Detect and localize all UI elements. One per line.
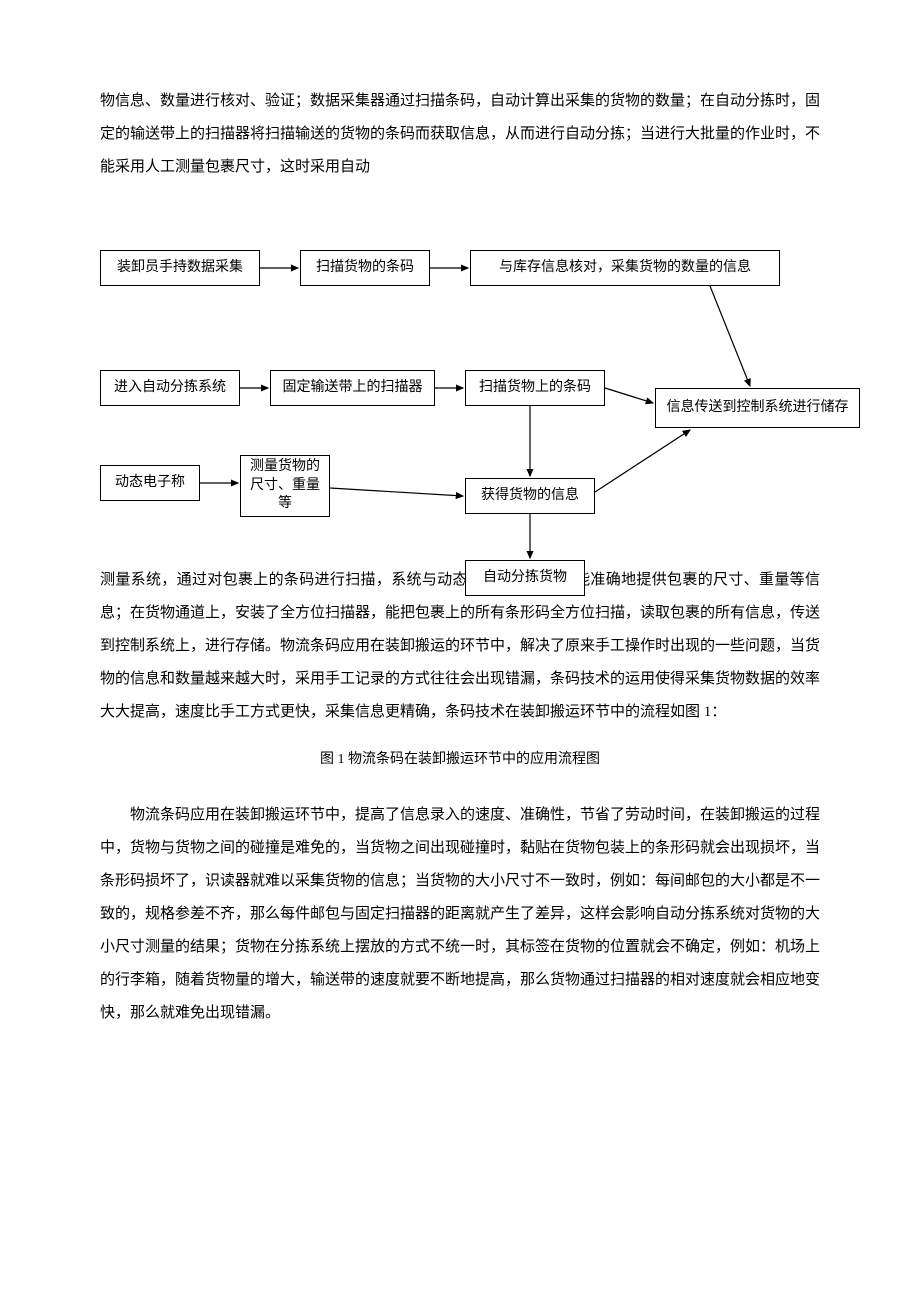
flowchart-node-n4: 进入自动分拣系统 xyxy=(100,370,240,406)
paragraph-3: 物流条码应用在装卸搬运环节中，提高了信息录入的速度、准确性，节省了劳动时间，在装… xyxy=(100,799,820,1030)
flowchart-node-n9: 测量货物的尺寸、重量等 xyxy=(240,455,330,517)
flowchart-node-n5: 固定输送带上的扫描器 xyxy=(270,370,435,406)
flowchart-node-n7: 信息传送到控制系统进行储存 xyxy=(655,388,860,428)
flowchart-edge-n3-n7 xyxy=(710,286,750,386)
flowchart-edge-n10-n7 xyxy=(595,430,690,492)
flowchart-edge-n6-n7 xyxy=(605,388,653,403)
flowchart-edge-n9-n10 xyxy=(330,488,463,496)
flowchart-node-n2: 扫描货物的条码 xyxy=(300,250,430,286)
flowchart-node-n3: 与库存信息核对，采集货物的数量的信息 xyxy=(470,250,780,286)
figure-caption: 图 1 物流条码在装卸搬运环节中的应用流程图 xyxy=(100,747,820,774)
flowchart-node-n1: 装卸员手持数据采集 xyxy=(100,250,260,286)
paragraph-1: 物信息、数量进行核对、验证；数据采集器通过扫描条码，自动计算出采集的货物的数量；… xyxy=(100,85,820,184)
flowchart-node-n11: 自动分拣货物 xyxy=(465,560,585,596)
flowchart-node-n8: 动态电子称 xyxy=(100,465,200,501)
flowchart-node-n10: 获得货物的信息 xyxy=(465,478,595,514)
flowchart-diagram: 装卸员手持数据采集 扫描货物的条码 与库存信息核对，采集货物的数量的信息进入自动分拣… xyxy=(70,240,870,600)
flowchart-node-n6: 扫描货物上的条码 xyxy=(465,370,605,406)
